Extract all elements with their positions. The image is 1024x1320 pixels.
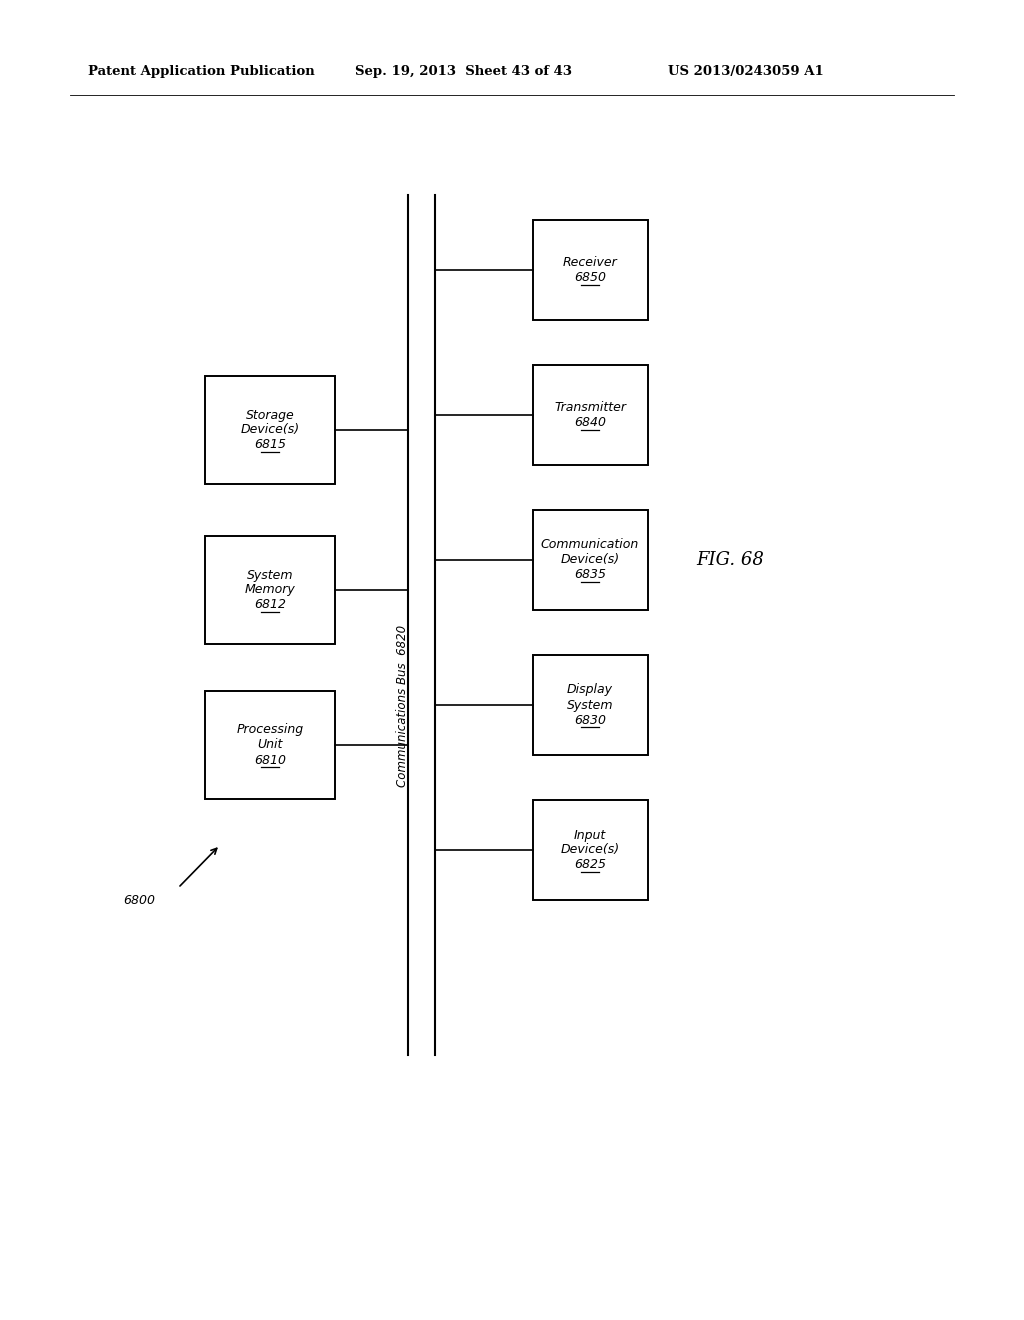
Bar xyxy=(532,800,647,900)
Text: Display: Display xyxy=(567,684,613,697)
Bar xyxy=(532,366,647,465)
Text: 6850: 6850 xyxy=(574,271,606,284)
Text: Input: Input xyxy=(573,829,606,842)
Text: US 2013/0243059 A1: US 2013/0243059 A1 xyxy=(668,66,823,78)
Text: Communications Bus  6820: Communications Bus 6820 xyxy=(396,624,410,787)
Text: 6812: 6812 xyxy=(254,598,286,611)
Text: 6840: 6840 xyxy=(574,416,606,429)
Text: 6835: 6835 xyxy=(574,569,606,582)
Text: Patent Application Publication: Patent Application Publication xyxy=(88,66,314,78)
Text: Unit: Unit xyxy=(257,738,283,751)
Text: 6800: 6800 xyxy=(123,894,155,907)
Text: Device(s): Device(s) xyxy=(560,553,620,566)
Text: Memory: Memory xyxy=(245,583,295,597)
Text: Sep. 19, 2013  Sheet 43 of 43: Sep. 19, 2013 Sheet 43 of 43 xyxy=(355,66,572,78)
Text: Transmitter: Transmitter xyxy=(554,401,626,414)
Text: 6815: 6815 xyxy=(254,438,286,451)
Bar xyxy=(532,510,647,610)
Text: 6825: 6825 xyxy=(574,858,606,871)
Text: Storage: Storage xyxy=(246,408,294,421)
Text: Device(s): Device(s) xyxy=(241,424,300,437)
Text: System: System xyxy=(247,569,293,582)
Bar xyxy=(205,536,335,644)
Bar xyxy=(205,690,335,799)
Text: Device(s): Device(s) xyxy=(560,843,620,857)
Text: 6810: 6810 xyxy=(254,754,286,767)
Bar xyxy=(532,655,647,755)
Text: Processing: Processing xyxy=(237,723,303,737)
Bar xyxy=(532,220,647,319)
Bar xyxy=(205,376,335,484)
Text: FIG. 68: FIG. 68 xyxy=(696,550,764,569)
Text: Receiver: Receiver xyxy=(562,256,617,269)
Text: System: System xyxy=(566,698,613,711)
Text: Communication: Communication xyxy=(541,539,639,552)
Text: 6830: 6830 xyxy=(574,714,606,726)
